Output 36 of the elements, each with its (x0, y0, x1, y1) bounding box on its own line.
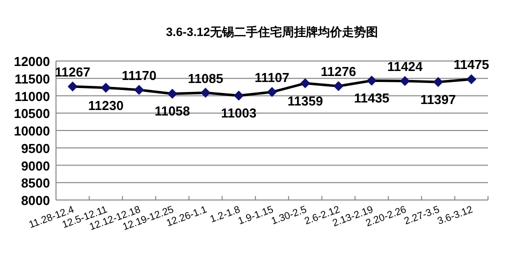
y-tick-label: 8500 (21, 176, 50, 191)
point (234, 90, 244, 101)
data-label: 11276 (320, 64, 356, 80)
point (300, 78, 310, 88)
point (134, 84, 144, 95)
y-tick-label: 8000 (21, 193, 50, 208)
point (68, 81, 78, 92)
data-label: 11107 (254, 70, 290, 86)
y-tick-label: 9500 (21, 140, 50, 156)
data-label: 11085 (188, 70, 224, 86)
data-label: 11397 (420, 92, 456, 107)
data-label: 11058 (154, 104, 190, 119)
y-tick-label: 10000 (14, 124, 50, 138)
data-label: 11359 (288, 93, 323, 108)
data-label: 11475 (454, 57, 490, 72)
point (267, 87, 277, 98)
data-label: 11435 (354, 90, 390, 106)
y-tick-label: 12000 (14, 54, 50, 69)
point (400, 76, 410, 86)
point (466, 74, 476, 84)
data-label: 11424 (387, 59, 424, 74)
point (100, 82, 111, 93)
point (167, 88, 178, 99)
y-tick-label: 10500 (14, 106, 50, 122)
y-tick-label: 9000 (21, 158, 50, 174)
data-label: 11230 (88, 98, 124, 113)
chart-title: 3.6-3.12无锡二手住宅周挂牌均价走势图 (166, 25, 378, 39)
point (366, 76, 377, 86)
point (200, 88, 211, 98)
data-label: 11003 (221, 106, 256, 121)
point (333, 81, 344, 92)
data-label: 11267 (54, 64, 90, 80)
data-label: 11170 (122, 68, 156, 83)
point (433, 76, 444, 87)
y-tick-label: 11000 (14, 88, 50, 104)
y-tick-label: 11500 (14, 71, 50, 86)
